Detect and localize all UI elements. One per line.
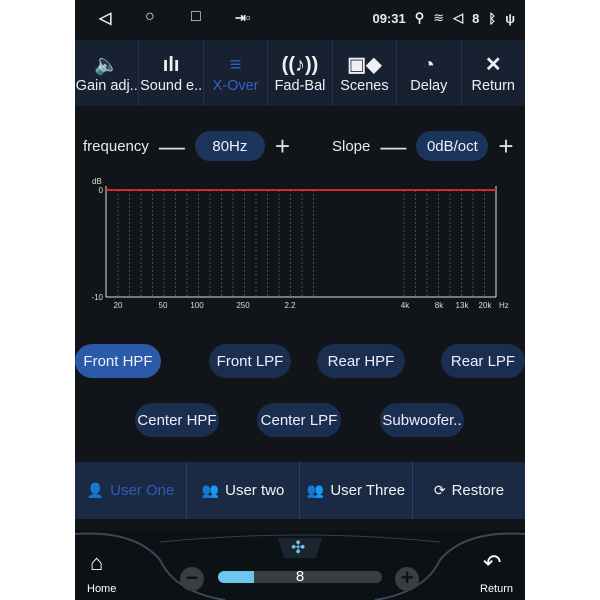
x-tick-label: 2.2 [284,301,296,310]
frequency-value: 80Hz [194,131,265,161]
filter-subwoofer-button[interactable]: Subwoofer.. [380,403,464,437]
tab-return[interactable]: ✕ Return [462,40,525,106]
screen: ◁ ○ □ ⇥▫ 09:31 ⚲ ≋ ◁ 8 ᛒ ψ 🔈 Gain adj.. ıl… [75,0,525,600]
tab-label: Delay [410,78,448,94]
filter-center-lpf-button[interactable]: Center LPF [257,403,341,437]
x-tick-label: 4k [401,301,410,310]
bluetooth-icon: ᛒ [488,10,497,26]
bottom-bar: ✣ ⌂ Home ↶ Return − + 8 [75,530,525,600]
x-tick-label: 250 [236,301,250,310]
timer-icon: ◔ [422,54,435,76]
home-circle-icon[interactable]: ○ [145,8,155,25]
user-preset-label: Restore [451,482,505,499]
tab-x-over[interactable]: ≡ X-Over [204,40,269,106]
x-tick-label: 20 [114,301,123,310]
tab-sound-e[interactable]: ılı Sound e.. [139,40,204,106]
frequency-control: frequency — 80Hz + [83,131,300,161]
fan-level-value: 8 [295,571,305,583]
tab-label: Return [471,78,515,94]
y-tick-label: 0 [99,186,104,195]
slope-minus-button[interactable]: — [380,131,407,161]
seat-sound-icon: ((♪)) [281,54,319,76]
slope-plus-button[interactable]: + [498,131,514,161]
bottom-bar-frame [75,532,525,600]
recents-icon[interactable]: □ [191,8,201,25]
x-tick-label: 8k [435,301,444,310]
usb-icon: ψ [505,10,515,26]
home-icon[interactable]: ⌂ [90,550,104,575]
close-icon: ✕ [484,54,502,76]
frequency-minus-button[interactable]: — [158,131,185,161]
volume-icon: ◁ [453,10,464,25]
user-preset-user-one[interactable]: 👤 User One [75,462,187,519]
slope-control: Slope — 0dB/oct + [332,131,524,161]
tab-fad-bal[interactable]: ((♪)) Fad-Bal [268,40,333,106]
fan-decrease-button[interactable]: − [180,567,204,591]
back-icon[interactable]: ◁ [99,10,112,27]
frequency-plus-button[interactable]: + [274,131,291,161]
filter-front-hpf-button[interactable]: Front HPF [75,344,161,378]
tab-gain-adj[interactable]: 🔈 Gain adj.. [75,40,140,106]
filter-rear-lpf-button[interactable]: Rear LPF [441,344,525,378]
filter-front-lpf-button[interactable]: Front LPF [209,344,291,378]
tab-label: Gain adj.. [75,78,138,94]
slope-value: 0dB/oct [416,131,489,161]
fan-level-fill [218,571,255,583]
tab-scenes[interactable]: ▣◆ Scenes [333,40,398,106]
user-preset-label: User two [225,482,285,499]
user-preset-bar: 👤 User One 👥 User two 👥 User Three ⟳ Restore [75,462,525,519]
slope-label: Slope [332,137,371,155]
wifi-icon: ≋ [433,10,445,25]
x-tick-label: 20k [479,301,493,310]
user-preset-user-two[interactable]: 👥 User two [187,462,300,519]
frequency-label: frequency [83,137,149,155]
scenes-grid-icon: ▣◆ [347,54,382,76]
waveform-icon: ılı [162,54,180,76]
x-tick-label: 100 [190,301,204,310]
user-icon: 👤 [86,482,105,498]
crossover-chart: dB0 -10 20 50 100 250 2.2 4k 8k 13k 20k Hz [91,177,509,310]
tab-delay[interactable]: ◔ Delay [397,40,462,106]
x-tick-label: 13k [456,301,470,310]
tab-label: X-Over [212,78,259,94]
tab-label: Scenes [340,78,389,94]
fan-icon[interactable]: ✣ [291,538,306,557]
users-three-icon: 👥 [306,482,325,498]
y-axis-label: dB [92,177,102,186]
home-button[interactable]: Home [87,583,117,595]
return-button[interactable]: Return [480,583,514,595]
x-tick-label: 50 [159,301,168,310]
user-preset-restore[interactable]: ⟳ Restore [413,462,525,519]
user-preset-label: User Three [330,482,406,499]
restore-icon: ⟳ [433,482,446,498]
location-icon: ⚲ [414,10,425,25]
screen-cast-icon[interactable]: ⇥▫ [235,10,251,25]
y-tick-label: -10 [91,293,103,302]
filter-rear-hpf-button[interactable]: Rear HPF [317,344,405,378]
fan-level-slider[interactable]: 8 [218,571,382,583]
return-icon[interactable]: ↶ [483,550,502,575]
status-bar: ◁ ○ □ ⇥▫ 09:31 ⚲ ≋ ◁ 8 ᛒ ψ [75,0,525,36]
x-axis-label: Hz [499,301,509,310]
tab-bar: 🔈 Gain adj.. ılı Sound e.. ≡ X-Over ((♪)) Fad-B… [75,40,525,106]
equalizer-bars-icon: ≡ [229,54,242,76]
users-two-icon: 👥 [201,482,220,498]
filter-center-hpf-button[interactable]: Center HPF [135,403,219,437]
tab-label: Sound e.. [140,78,203,94]
speaker-icon: 🔈 [94,54,120,76]
user-preset-user-three[interactable]: 👥 User Three [300,462,413,519]
fan-increase-button[interactable]: + [395,567,419,591]
tab-label: Fad-Bal [274,78,326,94]
volume-level: 8 [472,10,480,26]
user-preset-label: User One [110,482,175,499]
clock: 09:31 [372,10,406,26]
